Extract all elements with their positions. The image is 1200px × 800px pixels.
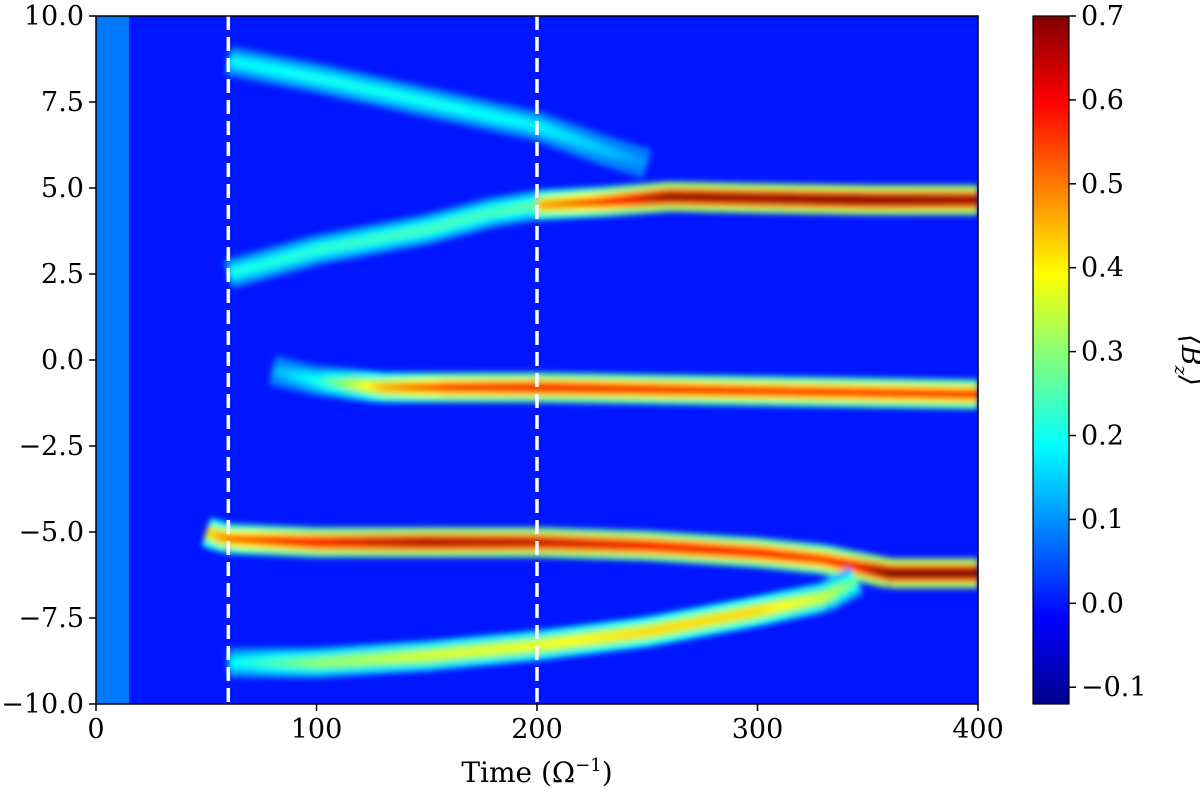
x-tick-label: 100 [291, 714, 343, 745]
colorbar: 0.7 0.6 0.5 0.4 0.3 0.2 0.1 0.0 −0.1 ⟨Bz⟩ [1032, 1, 1200, 705]
colorbar-label-text: ⟨B [1175, 334, 1200, 366]
x-tick-label: 0 [87, 714, 104, 745]
colorbar-label-close: ⟩ [1175, 374, 1200, 386]
colorbar-tick-label: 0.7 [1081, 1, 1124, 32]
y-axis-ticks: 10.0 7.5 5.0 2.5 0.0 −2.5 −5.0 −7.5 −10.0 [1, 1, 96, 720]
y-tick-label: −5.0 [18, 517, 84, 548]
x-tick-label: 300 [732, 714, 784, 745]
colorbar-gradient [1032, 15, 1070, 705]
colorbar-label: ⟨Bz⟩ [1170, 334, 1200, 386]
y-tick-label: 0.0 [41, 345, 84, 376]
y-tick-label: 2.5 [41, 259, 84, 290]
y-tick-label: −10.0 [1, 689, 84, 720]
band-lower-sheet [201, 517, 978, 589]
x-axis-label-text: Time (Ω [461, 756, 575, 789]
colorbar-tick-label: 0.2 [1081, 421, 1124, 452]
colorbar-tick-label: 0.5 [1081, 169, 1124, 200]
band-core-segment [641, 158, 649, 169]
colorbar-tick-label: 0.0 [1081, 588, 1124, 619]
band-upper-sheet [536, 181, 978, 221]
plot-area [95, 15, 979, 705]
x-axis-ticks: 0 100 200 300 400 [87, 704, 1004, 745]
band-upper-arc [225, 45, 652, 179]
colorbar-tick-label: −0.1 [1081, 672, 1147, 703]
colorbar-label-subscript: z [1170, 365, 1191, 376]
colorbar-tick-label: 0.3 [1081, 337, 1124, 368]
early-time-region [96, 16, 130, 704]
colorbar-tick-label: 0.4 [1081, 253, 1124, 284]
band-core-segment [852, 576, 859, 586]
band-lower-arc [228, 566, 864, 678]
band-upper-rising [224, 190, 540, 289]
y-tick-label: 5.0 [41, 173, 84, 204]
y-tick-label: 7.5 [41, 87, 84, 118]
y-tick-label: −7.5 [18, 603, 84, 634]
x-axis-label-close: ) [602, 756, 613, 789]
colorbar-ticks: 0.7 0.6 0.5 0.4 0.3 0.2 0.1 0.0 −0.1 [1069, 1, 1147, 703]
x-tick-label: 400 [952, 714, 1004, 745]
colorbar-tick-label: 0.6 [1081, 85, 1124, 116]
colorbar-tick-label: 0.1 [1081, 504, 1124, 535]
heatmap-bands [201, 45, 978, 678]
band-middle-sheet [268, 355, 978, 410]
vertical-markers [226, 16, 539, 704]
x-axis-label: Time (Ω−1) [461, 755, 612, 789]
x-axis-label-superscript: −1 [575, 755, 602, 776]
y-tick-label: 10.0 [24, 1, 84, 32]
x-tick-label: 200 [511, 714, 563, 745]
y-tick-label: −2.5 [18, 431, 84, 462]
